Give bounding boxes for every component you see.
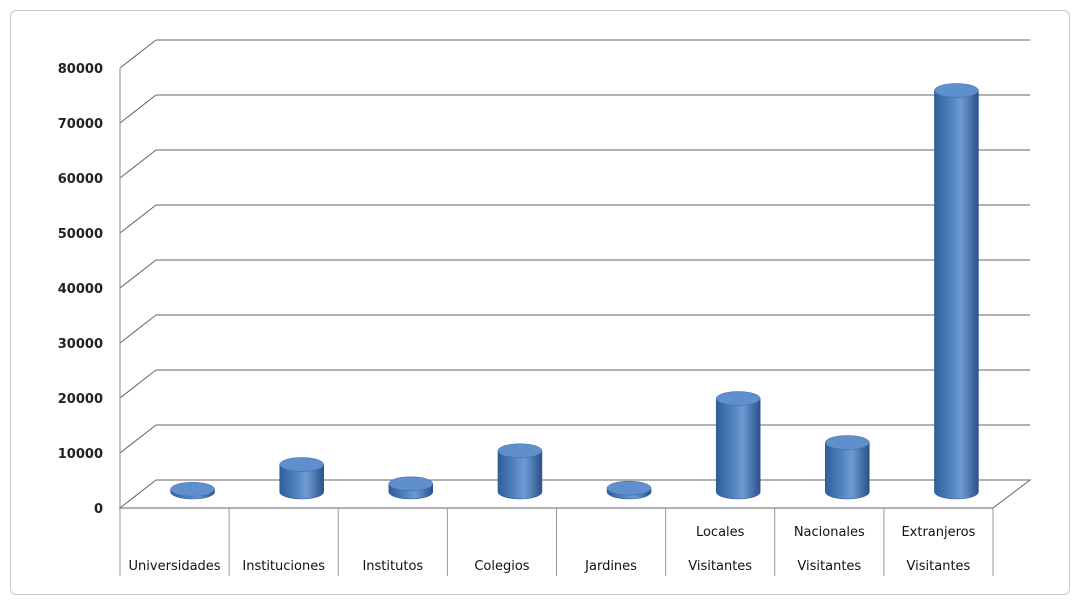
category-label: Visitantes	[907, 559, 971, 574]
gridline-diagonal	[119, 424, 157, 454]
bar	[388, 476, 434, 500]
bar	[825, 435, 870, 500]
bars	[170, 83, 979, 500]
category-label: Nacionales	[794, 525, 865, 540]
category-label: Colegios	[474, 559, 529, 574]
y-tick-label: 10000	[58, 447, 103, 462]
labels: 0 10000 20000 30000 40000 50000 60000 70000 8000…	[58, 62, 976, 574]
gridline-diagonal	[119, 39, 157, 69]
bar-body	[279, 464, 324, 500]
bar	[497, 443, 543, 500]
gridline-diagonal	[119, 369, 157, 399]
bar-body	[825, 442, 870, 500]
bar-top	[715, 391, 761, 406]
bar-top	[279, 457, 324, 472]
bar	[934, 83, 979, 500]
category-label: Jardines	[584, 559, 637, 574]
bar-body	[715, 398, 761, 500]
bar-top	[606, 480, 652, 496]
gridline-diagonal	[119, 259, 157, 289]
y-tick-label: 30000	[58, 337, 103, 352]
bar	[279, 457, 324, 500]
bar-top	[934, 83, 979, 98]
bar	[170, 482, 215, 500]
category-label: Institutos	[362, 559, 423, 574]
bar-top	[388, 476, 434, 491]
bar	[715, 391, 761, 500]
category-label: Visitantes	[688, 559, 752, 574]
bar	[606, 480, 652, 500]
bar-top	[825, 435, 870, 450]
bar-top	[170, 482, 215, 497]
y-tick-label: 20000	[58, 392, 103, 407]
category-label: Instituciones	[242, 559, 325, 574]
y-tick-label: 0	[94, 502, 103, 517]
gridline-diagonal	[119, 314, 157, 344]
bar-body	[497, 450, 543, 500]
bar-body	[934, 90, 979, 500]
y-tick-label: 50000	[58, 227, 103, 242]
bar-top	[497, 443, 543, 458]
gridline-diagonal	[119, 94, 157, 124]
chart-floor	[118, 479, 1032, 509]
category-label: Visitantes	[797, 559, 861, 574]
gridlines	[119, 39, 1030, 454]
category-label: Locales	[696, 525, 745, 540]
axes	[118, 68, 1032, 576]
y-tick-label: 70000	[58, 117, 103, 132]
gridline-diagonal	[119, 204, 157, 234]
y-tick-label: 40000	[58, 282, 103, 297]
category-label: Extranjeros	[901, 525, 975, 540]
y-tick-label: 60000	[58, 172, 103, 187]
gridline-diagonal	[119, 149, 157, 179]
category-label: Universidades	[129, 559, 221, 574]
y-tick-label: 80000	[58, 62, 103, 77]
